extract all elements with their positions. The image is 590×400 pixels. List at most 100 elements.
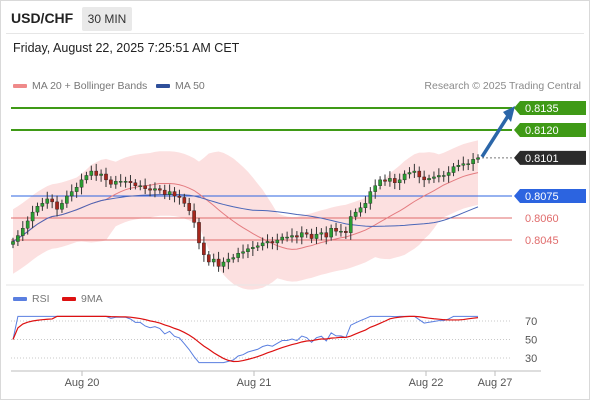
candle-body: [241, 251, 245, 254]
candle-body: [143, 185, 147, 189]
candle-body: [65, 195, 69, 204]
candle-body: [304, 232, 309, 235]
candle-body: [368, 191, 373, 204]
candle-body: [16, 235, 20, 242]
price-tag-0.8060: 0.8060: [525, 213, 559, 225]
candle-body: [265, 241, 270, 244]
legend-ma20: MA 20 + Bollinger Bands: [13, 80, 147, 92]
candle-body: [456, 164, 461, 167]
candle-body: [432, 176, 436, 179]
candle-body: [99, 173, 103, 176]
price-tag-text: 0.8045: [525, 235, 559, 247]
price-tag-bg: [514, 101, 586, 115]
price-tag-0.8075: 0.8075: [514, 189, 586, 203]
candle-body: [30, 211, 35, 222]
candle-body: [446, 172, 451, 176]
candle-body: [383, 179, 387, 182]
time-tick-label: Aug 21: [237, 377, 272, 389]
price-tag-bg: [514, 189, 586, 203]
time-tick-label: Aug 22: [409, 377, 444, 389]
candle-body: [290, 235, 294, 238]
legend-ma50-swatch: [156, 84, 170, 89]
rsi-tick-label: 50: [525, 335, 537, 347]
candle-body: [437, 175, 441, 178]
candle-body: [422, 176, 426, 181]
rsi-tick-label: 30: [525, 353, 537, 365]
candle-body: [397, 179, 402, 184]
legend-ma20-label: MA 20 + Bollinger Bands: [32, 80, 148, 92]
candle-body: [158, 188, 162, 191]
candle-body: [40, 203, 45, 207]
bollinger-band: [13, 140, 478, 290]
candle-body: [109, 179, 113, 185]
candle-body: [216, 258, 221, 267]
legend-rsi-ma-label: 9MA: [81, 293, 103, 305]
candle-body: [255, 245, 260, 248]
rsi-ma-line: [12, 315, 479, 363]
candle-body: [280, 236, 285, 241]
candle-body: [392, 178, 397, 183]
candle-body: [388, 178, 392, 182]
rsi-tick-label: 70: [525, 316, 537, 328]
candle-body: [55, 201, 59, 210]
candle-body: [231, 257, 236, 260]
candle-body: [236, 252, 240, 258]
candle-body: [427, 178, 431, 181]
candle-body: [295, 235, 299, 238]
price-tag-text: 0.8075: [525, 191, 559, 203]
candle-body: [402, 173, 407, 181]
legend-rsi-label: RSI: [32, 293, 50, 305]
candle-body: [221, 261, 226, 267]
candle-body: [182, 197, 187, 204]
candle-body: [412, 170, 417, 173]
time-tick-label: Aug 27: [478, 377, 513, 389]
candle-body: [69, 191, 74, 197]
header-divider: [6, 33, 584, 34]
price-tag-0.8101: 0.8101: [514, 150, 586, 165]
candle-body: [197, 222, 201, 244]
candle-body: [309, 233, 314, 239]
candle-body: [260, 242, 265, 247]
candle-body: [344, 230, 348, 233]
candle-body: [20, 228, 25, 236]
candle-body: [25, 220, 30, 229]
candle-body: [353, 211, 358, 217]
candle-body: [319, 232, 324, 235]
candle-body: [451, 166, 456, 173]
candle-body: [206, 254, 211, 263]
time-tick-label: Aug 20: [65, 377, 100, 389]
candle-body: [373, 185, 378, 192]
candles: [11, 153, 480, 273]
candle-body: [167, 191, 172, 195]
candle-body: [153, 188, 157, 191]
candle-body: [251, 247, 255, 249]
timeframe-button[interactable]: 30 MIN: [82, 7, 132, 31]
candle-body: [128, 181, 133, 183]
candle-body: [285, 236, 289, 239]
candle-body: [45, 198, 50, 204]
candle-body: [89, 170, 94, 176]
candle-body: [324, 232, 329, 238]
candle-body: [74, 186, 79, 192]
candle-body: [334, 228, 338, 232]
candle-body: [113, 181, 118, 185]
legend-rsi-swatch: [13, 297, 27, 302]
candle-body: [172, 191, 177, 197]
price-tag-text: 0.8120: [525, 125, 559, 137]
candle-body: [329, 228, 333, 238]
price-tag-text: 0.8101: [525, 153, 559, 165]
price-tag-0.8135: 0.8135: [514, 101, 586, 115]
price-tag-bg: [514, 123, 586, 137]
candle-body: [94, 170, 99, 176]
candle-body: [461, 163, 466, 166]
candle-body: [118, 181, 123, 183]
candle-body: [133, 182, 138, 186]
candle-body: [84, 175, 89, 181]
research-credit: Research © 2025 Trading Central: [424, 80, 581, 92]
legend-ma50: MA 50: [156, 80, 205, 92]
candle-body: [246, 248, 250, 252]
price-tag-text: 0.8135: [525, 103, 559, 115]
datetime-text: Friday, August 22, 2025 7:25:51 AM CET: [13, 41, 240, 55]
price-tag-bg: [514, 150, 586, 165]
